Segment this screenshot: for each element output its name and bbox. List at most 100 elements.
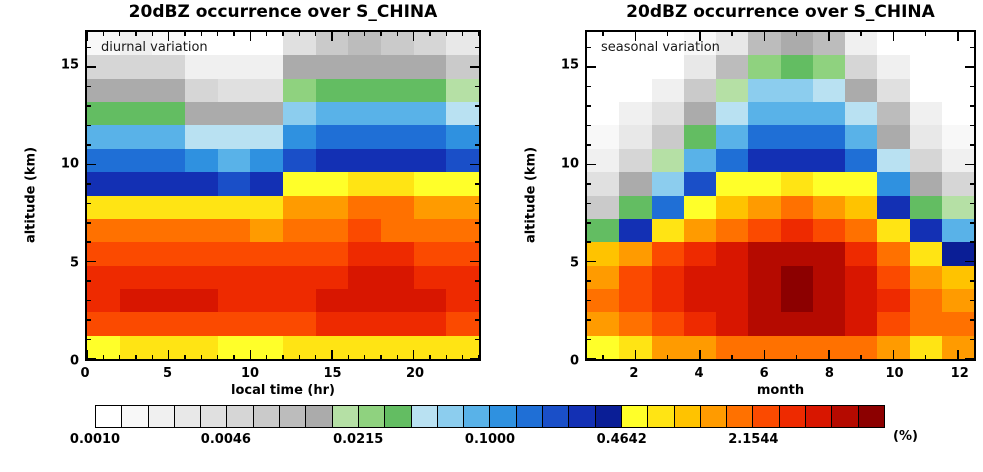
heatmap-cell <box>683 335 716 359</box>
heatmap-cell <box>683 172 716 196</box>
axis-tick <box>118 355 121 359</box>
colorbar-cell <box>464 406 490 427</box>
heatmap-cell <box>315 148 349 173</box>
heatmap-cell <box>716 288 749 313</box>
heatmap-cell <box>446 335 479 359</box>
axis-tick <box>587 260 596 263</box>
heatmap-cell <box>381 125 414 149</box>
heatmap-cell <box>716 172 749 196</box>
heatmap-cell <box>651 312 684 336</box>
x-tick-label: 6 <box>759 366 769 381</box>
axis-tick <box>87 350 88 359</box>
heatmap-cell <box>283 172 316 196</box>
heatmap-cell <box>217 312 251 336</box>
heatmap-cell <box>348 312 381 336</box>
heatmap-cell <box>780 288 813 313</box>
heatmap-cell <box>587 312 620 336</box>
axis-tick <box>587 299 591 302</box>
heatmap-cell <box>941 312 974 336</box>
axis-tick <box>470 358 479 359</box>
heatmap-cell <box>315 265 349 289</box>
heatmap-cell <box>748 242 781 266</box>
heatmap-cell <box>250 148 283 173</box>
heatmap-cell <box>716 218 749 243</box>
axis-tick <box>965 163 974 166</box>
heatmap-grid-seasonal <box>587 32 974 359</box>
heatmap-cell <box>651 148 684 173</box>
heatmap-cell <box>812 218 845 243</box>
heatmap-cell <box>941 125 974 149</box>
axis-tick <box>265 32 268 36</box>
heatmap-cell <box>683 265 716 289</box>
heatmap-cell <box>250 125 283 149</box>
axis-tick <box>282 32 284 36</box>
axis-tick <box>249 32 252 41</box>
heatmap-cell <box>283 55 316 79</box>
heatmap-cell <box>909 102 942 126</box>
colorbar-cell <box>280 406 306 427</box>
axis-tick <box>970 280 974 282</box>
heatmap-cell <box>185 195 218 219</box>
heatmap-cell <box>87 195 120 219</box>
heatmap-cell <box>217 218 251 243</box>
colorbar-tick-label: 0.0046 <box>200 432 251 447</box>
heatmap-cell <box>381 242 414 266</box>
axis-tick <box>965 358 974 359</box>
heatmap-cell <box>413 195 447 219</box>
heatmap-cell <box>446 195 479 219</box>
heatmap-cell <box>909 288 942 313</box>
heatmap-cell <box>315 172 349 196</box>
heatmap-cell <box>877 172 910 196</box>
x-tick-label: 15 <box>323 366 342 381</box>
heatmap-cell <box>909 265 942 289</box>
heatmap-cell <box>348 125 381 149</box>
heatmap-cell <box>941 288 974 313</box>
heatmap-cell <box>780 265 813 289</box>
axis-tick <box>475 222 479 224</box>
heatmap-cell <box>348 55 381 79</box>
heatmap-cell <box>812 32 845 56</box>
axis-tick <box>87 241 91 243</box>
colorbar-cell <box>385 406 411 427</box>
axis-tick <box>957 32 959 41</box>
axis-tick <box>87 358 96 359</box>
heatmap-cell <box>909 32 942 56</box>
axis-tick <box>87 32 88 41</box>
colorbar-tick-label: 2.1544 <box>728 432 779 447</box>
heatmap-cell <box>413 125 447 149</box>
axis-tick <box>461 32 464 36</box>
heatmap-cell <box>283 242 316 266</box>
heatmap-cell <box>152 335 185 359</box>
axis-tick <box>924 355 927 359</box>
colorbar-cell <box>174 406 201 427</box>
heatmap-cell <box>780 148 813 173</box>
axis-tick <box>87 299 91 302</box>
heatmap-cell <box>413 55 447 79</box>
colorbar-cell <box>411 406 437 427</box>
heatmap-cell <box>315 195 349 219</box>
colorbar-unit-label: (%) <box>893 429 918 444</box>
axis-tick <box>970 299 974 302</box>
heatmap-cell <box>381 288 414 313</box>
x-tick-label: 4 <box>694 366 704 381</box>
heatmap-cell <box>683 102 716 126</box>
y-tick-label: 5 <box>569 255 579 270</box>
heatmap-cell <box>845 125 878 149</box>
heatmap-cell <box>315 78 349 103</box>
heatmap-cell <box>683 78 716 103</box>
heatmap-cell <box>413 242 447 266</box>
heatmap-cell <box>587 288 620 313</box>
heatmap-cell <box>185 172 218 196</box>
heatmap-cell <box>651 242 684 266</box>
x-tick-labels-diurnal: 0 5 10 15 20 <box>80 366 481 382</box>
heatmap-cell <box>651 335 684 359</box>
heatmap-cell <box>619 172 652 196</box>
heatmap-cell <box>587 148 620 173</box>
heatmap-cell <box>651 172 684 196</box>
heatmap-cell <box>315 335 349 359</box>
colorbar-cell <box>779 406 806 427</box>
axis-tick <box>970 183 974 185</box>
heatmap-cell <box>185 78 218 103</box>
y-tick-label: 0 <box>69 353 79 369</box>
